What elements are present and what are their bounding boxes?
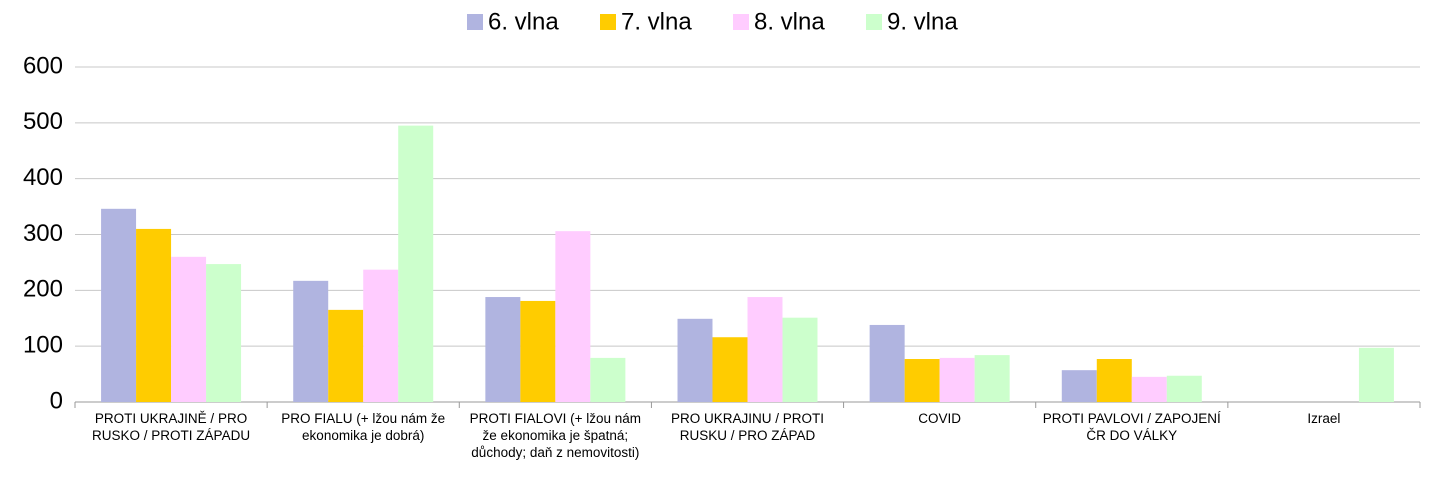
y-tick-label: 100 [23,332,63,359]
y-tick-label: 400 [23,164,63,191]
legend-swatch [600,14,616,30]
x-tick-label: COVID [918,411,962,426]
bar [747,297,783,402]
bar [677,318,713,402]
bar [869,324,905,402]
x-tick-label: PRO FIALU (+ lžou nám že ekonomika je do… [281,411,446,443]
bar [904,359,940,402]
bar [1131,376,1167,402]
bar [782,317,818,402]
x-tick-label: Izrael [1307,411,1341,426]
bar [1166,375,1202,402]
y-tick-label: 200 [23,276,63,303]
bar [974,355,1010,402]
bar [485,297,521,402]
x-tick-label: PROTI UKRAJINĚ / PRO RUSKO / PROTI ZÁPAD… [92,411,251,443]
y-tick-label: 600 [23,52,63,79]
bar [555,231,591,402]
bar [398,125,434,402]
bar [1358,347,1394,402]
legend-swatch [733,14,749,30]
y-tick-label: 0 [50,387,63,414]
x-tick-label: PROTI PAVLOVI / ZAPOJENÍ ČR DO VÁLKY [1042,411,1221,443]
bar [328,309,364,402]
bar [590,357,626,402]
bar [1096,359,1132,402]
x-tick-label: PROTI FIALOVI (+ lžou nám že ekonomika j… [469,411,642,460]
bar [293,280,329,402]
bar [712,337,748,402]
legend-label: 9. vlna [887,8,958,35]
y-tick-label: 300 [23,220,63,247]
bar [520,300,556,402]
bar [101,208,137,402]
legend-swatch [866,14,882,30]
x-tick-label: PRO UKRAJINU / PROTI RUSKU / PRO ZÁPAD [670,411,824,443]
legend-label: 8. vlna [754,8,825,35]
bar [136,228,172,402]
bar [939,357,975,402]
legend-label: 7. vlna [621,8,692,35]
bar [1061,370,1097,402]
legend-label: 6. vlna [488,8,559,35]
bar [363,269,399,402]
bar [171,256,207,402]
bar [206,264,242,402]
y-tick-label: 500 [23,108,63,135]
legend-swatch [467,14,483,30]
